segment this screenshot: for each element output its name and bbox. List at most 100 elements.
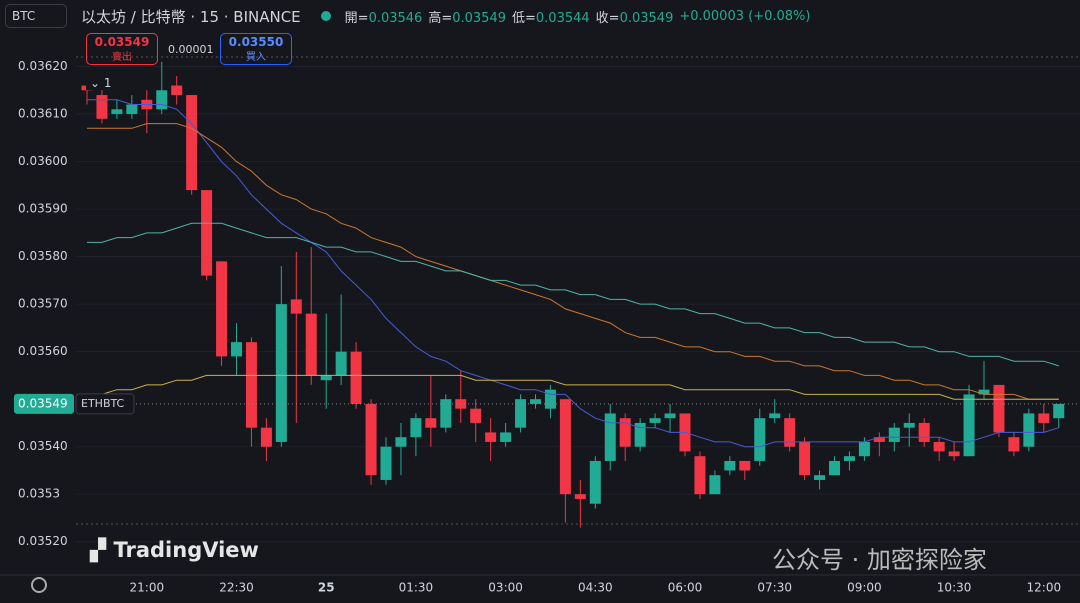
ohlc: 開=0.03546 高=0.03549 低=0.03544 收=0.03549 (345, 7, 680, 26)
x-tick-label: 22:30 (219, 581, 254, 595)
x-tick-label: 01:30 (399, 581, 434, 595)
x-tick-label: 21:00 (130, 581, 165, 595)
ohlc-value: 0.03549 (452, 10, 506, 26)
credit: 公众号 · 加密探险家 (772, 546, 987, 574)
sell-button[interactable]: 0.03549 賣出 (86, 33, 158, 65)
candle-body (948, 451, 960, 457)
candle-body (1053, 403, 1065, 419)
x-tick-label: 12:00 (1027, 581, 1062, 595)
candle-body (335, 351, 347, 376)
y-tick-label: 0.03560 (18, 344, 68, 358)
candle-body (216, 261, 228, 357)
candle-body (739, 460, 751, 471)
candle-body (365, 403, 377, 476)
candle-body (814, 475, 826, 480)
candle-body (709, 475, 721, 495)
candle-body (903, 422, 915, 428)
candle-body (574, 494, 586, 499)
indicator-toggle[interactable]: ⌄ 1 (86, 76, 116, 90)
symbol-search[interactable]: BTC (5, 4, 67, 28)
ohlc-label: 開= (344, 10, 369, 26)
candle-body (380, 446, 392, 480)
candle-body (589, 460, 601, 504)
candle-body (754, 418, 766, 461)
candle-body (1023, 413, 1035, 447)
header: BTC 以太坊 / 比特幣 · 15 · BINANCE 開=0.03546 高=… (0, 0, 816, 32)
buy-button[interactable]: 0.03550 買入 (220, 33, 292, 65)
sell-price: 0.03549 (94, 35, 150, 49)
y-tick-label: 0.03520 (18, 534, 68, 548)
candle-body (619, 418, 631, 447)
candle-body (544, 389, 556, 409)
last-price-label: 0.03549 (18, 396, 68, 410)
candle-body (171, 85, 183, 96)
y-tick-label: 0.03610 (18, 107, 68, 121)
last-price-tag (14, 393, 74, 414)
candle-body (410, 418, 422, 438)
instrument-title: 以太坊 / 比特幣 · 15 · BINANCE (81, 7, 301, 26)
candle-body (186, 95, 198, 191)
y-tick-label: 0.03540 (18, 439, 68, 453)
change: +0.00003 (+0.08%) (679, 8, 811, 24)
candle-body (559, 399, 571, 495)
buy-price: 0.03550 (228, 35, 284, 49)
candle-body (320, 375, 332, 381)
symbol-tag (75, 393, 135, 415)
candle-body (963, 394, 975, 457)
ohlc-value: 0.03546 (368, 10, 423, 26)
candle-body (604, 413, 616, 461)
candle-body (784, 418, 796, 447)
moving-average (86, 374, 1059, 400)
x-tick-label: 04:30 (578, 581, 613, 595)
ohlc-label: 收= (595, 10, 620, 26)
candle-body (395, 437, 407, 447)
candle-body (799, 441, 811, 476)
candle-body (440, 399, 452, 428)
candle-body (275, 304, 287, 442)
candle-body (126, 104, 138, 115)
x-tick-label: 06:00 (668, 581, 703, 595)
candle-body (634, 422, 646, 447)
candle-body (231, 342, 242, 357)
candle-body (485, 432, 497, 442)
y-tick-label: 0.03620 (18, 59, 68, 73)
x-tick-label: 07:30 (757, 581, 792, 595)
candle-body (470, 408, 482, 423)
candle-body (769, 413, 781, 419)
watermark: ▞ TradingView (90, 538, 259, 562)
moving-average (87, 222, 1059, 367)
x-tick-label: 25 (318, 581, 335, 595)
buy-label: 買入 (246, 52, 266, 63)
candle-body (649, 418, 661, 423)
candle-body (350, 351, 362, 404)
y-tick-label: 0.03580 (18, 249, 68, 263)
candle-body (96, 95, 108, 119)
candle-body (515, 399, 527, 428)
candle-body (829, 460, 840, 476)
spread: 0.00001 (168, 43, 214, 56)
candle-body (245, 342, 257, 428)
ohlc-label: 低= (512, 10, 536, 26)
candle-body (993, 384, 1005, 433)
symbol: BTC (12, 9, 36, 23)
candle-body (933, 441, 945, 452)
candle-body (500, 432, 512, 442)
candle-body (530, 399, 541, 404)
y-tick-label: 0.03570 (18, 297, 68, 311)
x-tick-label: 10:30 (937, 581, 972, 595)
candle-body (305, 313, 317, 376)
candle-body (290, 299, 302, 314)
moving-average (87, 123, 1059, 400)
status-dot (320, 11, 331, 21)
x-tick-label: 09:00 (847, 581, 882, 595)
candle-body (724, 460, 736, 471)
y-tick-label: 0.03600 (18, 154, 68, 168)
candle-body (918, 422, 930, 442)
indicator-count: 1 (103, 76, 112, 90)
candle-body (1008, 437, 1020, 452)
settings-icon[interactable] (31, 577, 47, 593)
sell-label: 賣出 (112, 52, 132, 63)
candle-body (858, 441, 870, 457)
candle-body (843, 456, 855, 461)
ohlc-label: 高= (428, 10, 453, 26)
